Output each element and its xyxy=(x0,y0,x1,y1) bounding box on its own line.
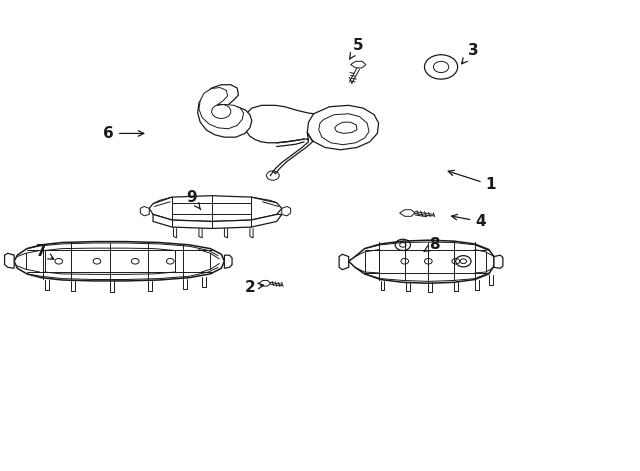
Polygon shape xyxy=(14,242,225,281)
Polygon shape xyxy=(307,106,379,150)
Polygon shape xyxy=(153,214,282,228)
Polygon shape xyxy=(351,61,366,68)
Polygon shape xyxy=(494,255,503,268)
Polygon shape xyxy=(319,114,369,145)
Polygon shape xyxy=(198,85,252,137)
Text: 8: 8 xyxy=(424,237,440,252)
Text: 6: 6 xyxy=(103,126,144,141)
Polygon shape xyxy=(4,253,14,268)
Polygon shape xyxy=(225,255,232,268)
Polygon shape xyxy=(149,196,282,221)
Polygon shape xyxy=(199,88,244,129)
Text: 3: 3 xyxy=(461,43,478,64)
Text: 5: 5 xyxy=(349,38,364,59)
Polygon shape xyxy=(349,240,494,283)
Text: 9: 9 xyxy=(186,190,201,210)
Polygon shape xyxy=(259,280,270,286)
Polygon shape xyxy=(140,206,149,216)
Polygon shape xyxy=(335,122,357,133)
Text: 4: 4 xyxy=(452,214,486,229)
Text: 2: 2 xyxy=(244,279,264,294)
Text: 1: 1 xyxy=(448,171,496,193)
Polygon shape xyxy=(339,254,349,270)
Polygon shape xyxy=(399,210,415,216)
Polygon shape xyxy=(282,206,291,216)
Text: 7: 7 xyxy=(36,244,54,260)
